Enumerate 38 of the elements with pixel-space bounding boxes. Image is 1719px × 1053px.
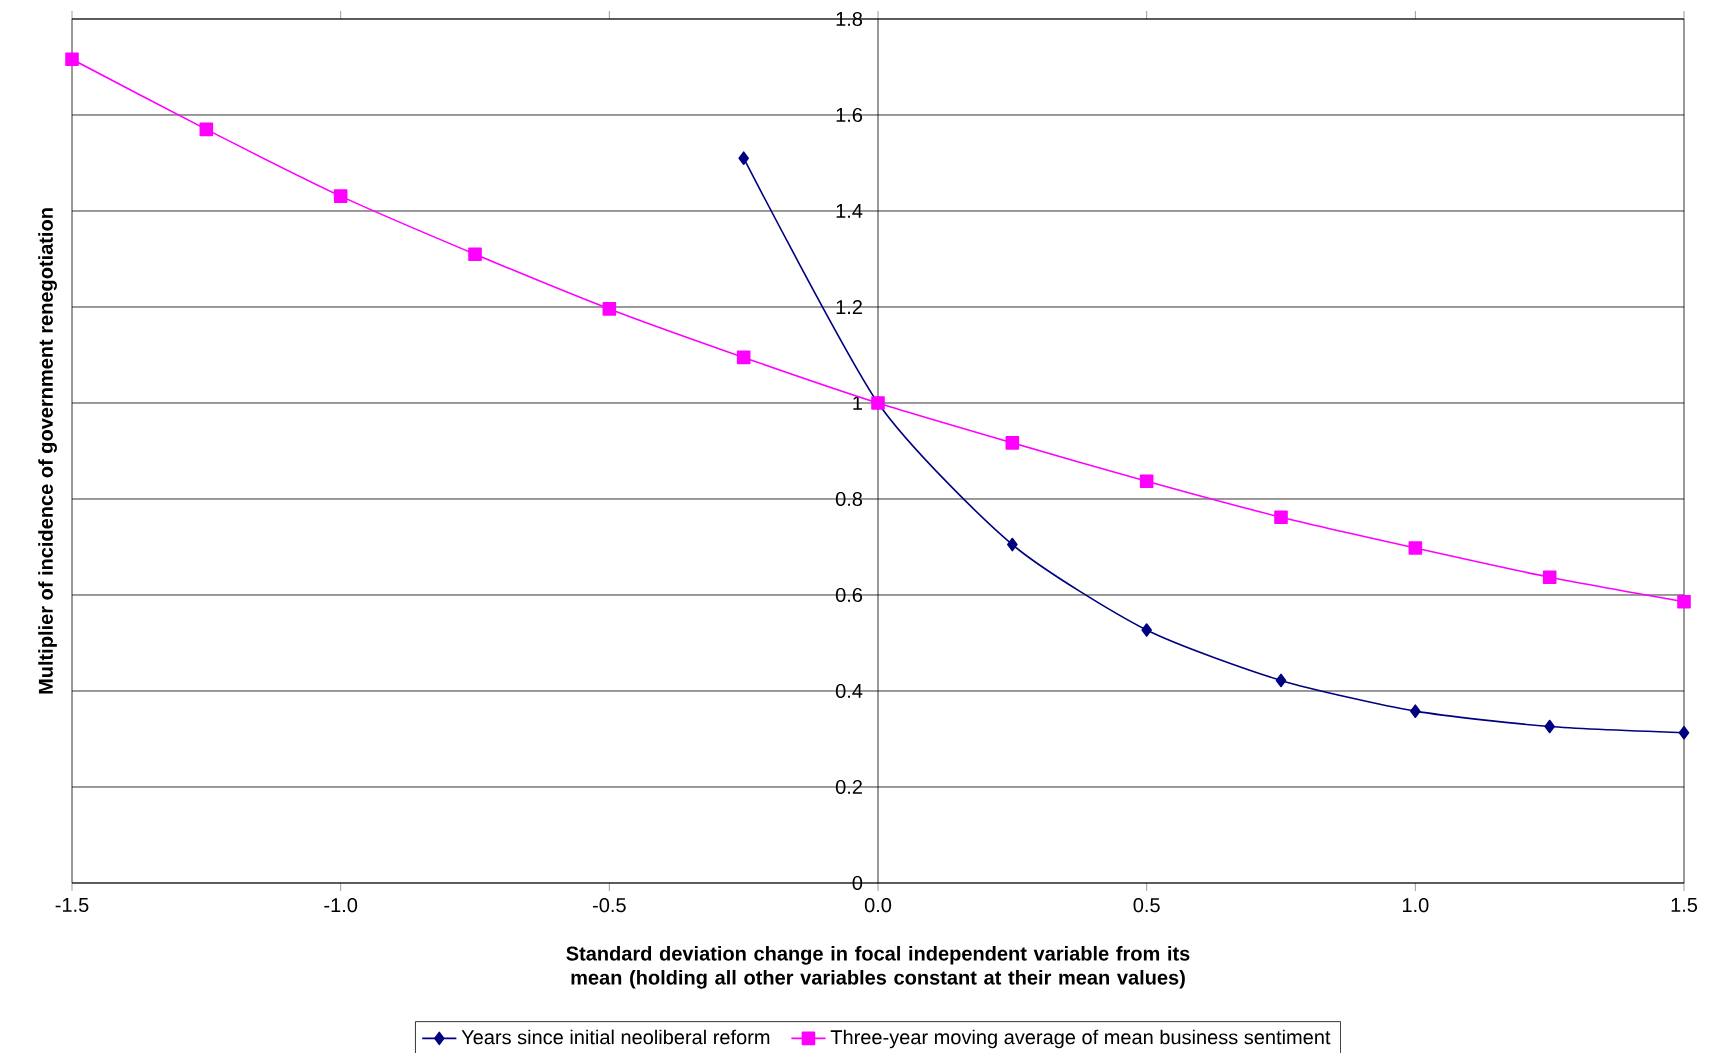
y-tick-label: 0.4 [835, 683, 863, 699]
point [333, 189, 348, 203]
x-tick-label: -0.5 [592, 898, 626, 913]
x-tick-label: -1.0 [324, 898, 358, 913]
point [602, 302, 617, 316]
point [1542, 570, 1557, 585]
legend-label: Years since initial neoliberal reform [461, 1029, 770, 1045]
y-tick-label: 1.4 [836, 204, 863, 218]
point [1410, 704, 1421, 718]
point [468, 247, 482, 261]
y-tick-label: 0.8 [835, 491, 863, 507]
point [1141, 623, 1152, 637]
point [1007, 537, 1018, 552]
y-tick-label: 1.2 [836, 300, 862, 314]
x-tick-label: 1.5 [1671, 898, 1698, 912]
legend-label: Three-year moving average of mean business sentiment [830, 1029, 1331, 1049]
point [1678, 725, 1690, 740]
x-tick-label: 0.0 [864, 898, 892, 913]
point [1677, 594, 1691, 609]
point [736, 350, 751, 365]
x-axis-title: Standard deviation change in focal independent variable from its mean (holding all other variables constant at their mean values) [566, 945, 1190, 989]
x-tick-label: 0.5 [1133, 898, 1160, 913]
y-axis-title: Multiplier of incidence of government renegotiation [38, 208, 57, 694]
point [1408, 541, 1423, 555]
x-tick-label: 1.0 [1402, 898, 1429, 913]
y-tick-label: 0.2 [835, 779, 862, 795]
point [1274, 510, 1288, 525]
x-tick-label: -1.5 [55, 898, 89, 912]
point [1544, 719, 1555, 734]
point [1139, 474, 1154, 489]
point [199, 122, 214, 137]
y-tick-label: 1.6 [836, 107, 863, 123]
point [738, 151, 749, 165]
point [65, 52, 79, 67]
y-tick-label: 0.6 [835, 587, 863, 603]
point [1005, 436, 1020, 450]
point [1275, 673, 1287, 688]
y-tick-label: 1 [853, 396, 862, 410]
